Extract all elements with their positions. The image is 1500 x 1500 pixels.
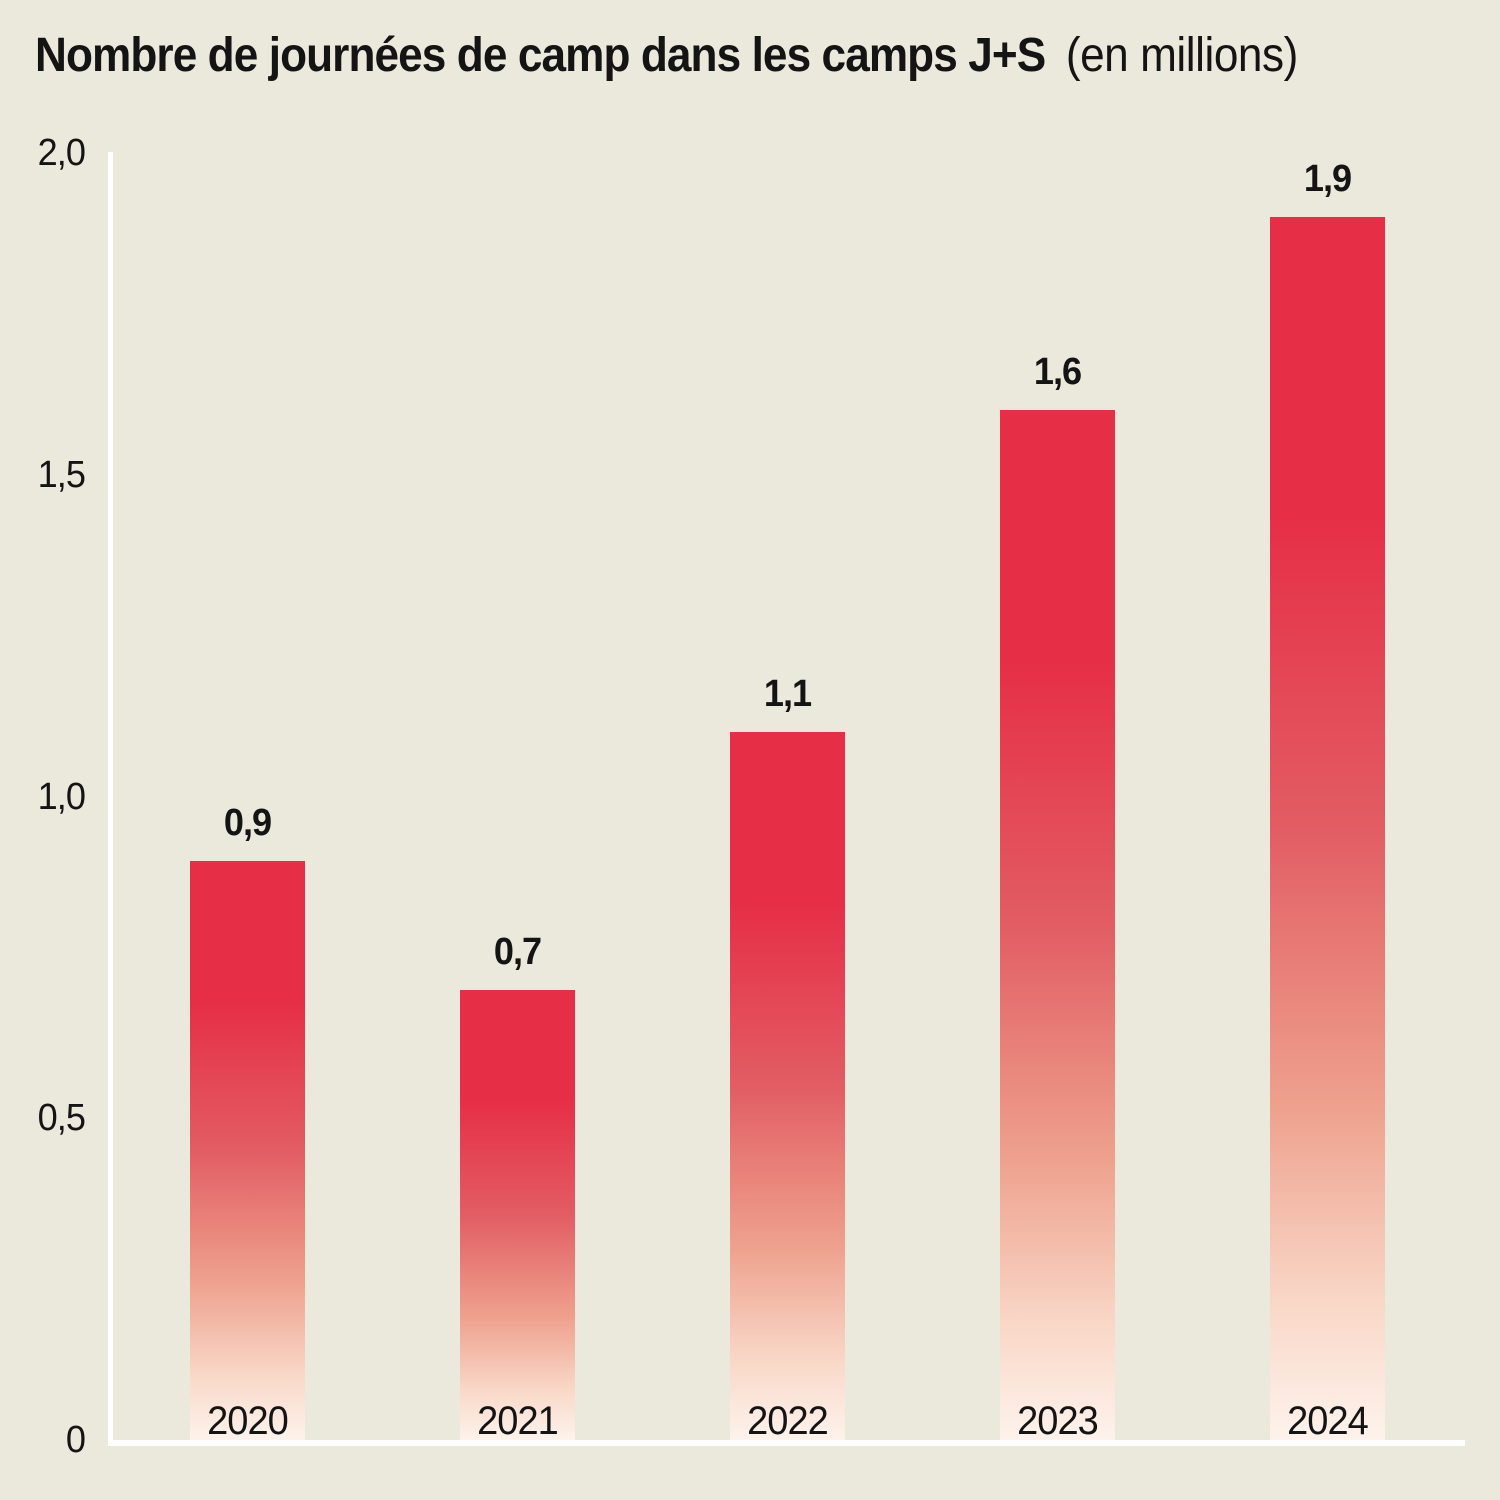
bar-2020 — [190, 861, 305, 1440]
x-category-label: 2020 — [207, 1399, 289, 1443]
y-tick-label: 1,5 — [37, 453, 86, 496]
y-tick-label: 2,0 — [37, 132, 86, 174]
bar-2021 — [460, 990, 575, 1440]
y-tick-label: 0 — [65, 1419, 86, 1461]
x-category-label: 2024 — [1287, 1399, 1369, 1443]
x-category-label: 2021 — [477, 1399, 559, 1443]
bar-2022 — [730, 732, 845, 1440]
bar-2023 — [1000, 410, 1115, 1440]
x-axis-line — [108, 1440, 1465, 1446]
y-axis-line — [108, 152, 113, 1446]
y-tick-label: 1,0 — [37, 775, 86, 818]
bar-value-label: 1,1 — [763, 673, 812, 715]
bar-value-label: 1,6 — [1033, 351, 1082, 393]
bar-2024 — [1270, 217, 1385, 1440]
bar-value-label: 0,9 — [223, 802, 272, 844]
chart-title-main: Nombre de journées de camp dans les camp… — [35, 29, 1046, 82]
x-category-label: 2022 — [747, 1399, 829, 1443]
chart-title: Nombre de journées de camp dans les camp… — [35, 30, 1298, 82]
bar-value-label: 1,9 — [1303, 158, 1352, 200]
x-category-label: 2023 — [1017, 1399, 1099, 1443]
bar-value-label: 0,7 — [493, 931, 542, 973]
chart-title-suffix: (en millions) — [1065, 29, 1299, 82]
y-tick-label: 0,5 — [37, 1097, 86, 1140]
